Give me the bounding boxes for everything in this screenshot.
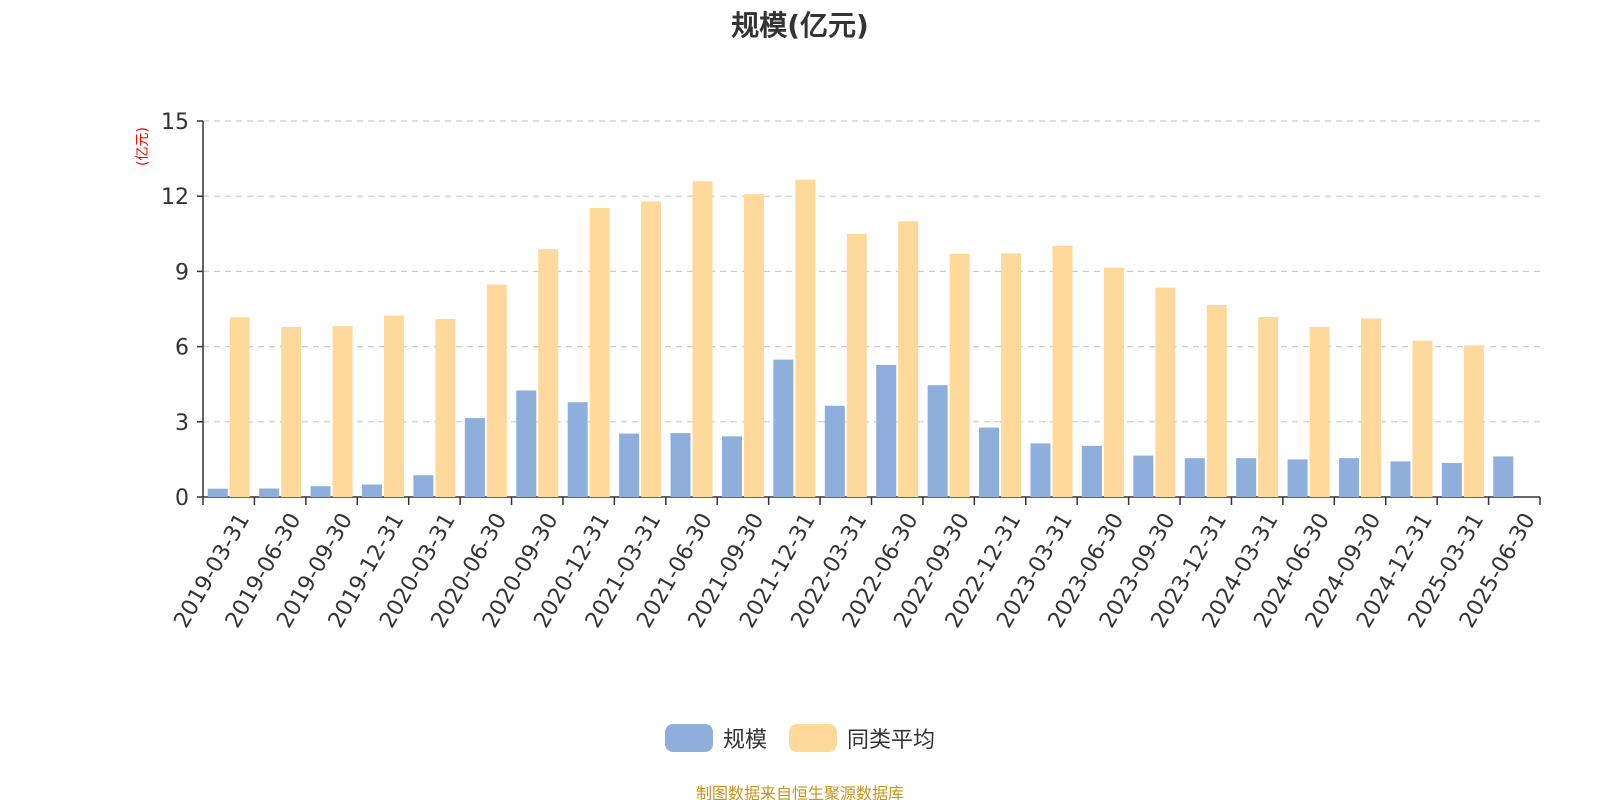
bar-peer-average [486,284,507,497]
bar-peer-average [1463,345,1484,497]
legend-label-peer-average: 同类平均 [847,728,936,753]
legend-label-scale: 规模 [722,728,767,753]
bar-scale [824,405,845,497]
bar-peer-average [383,315,404,497]
bar-peer-average [332,326,353,497]
y-tick-label: 12 [161,185,189,210]
bar-scale [413,475,434,497]
data-source-note: 制图数据来自恒生聚源数据库 [695,784,904,800]
bar-scale [619,433,640,497]
bar-peer-average [641,201,662,498]
bar-peer-average [795,179,816,497]
y-tick-label: 3 [175,411,189,436]
bar-scale [721,436,742,497]
bar-scale [876,364,897,497]
bar-scale [1441,462,1462,497]
bar-scale [567,402,588,497]
bar-peer-average [589,207,610,498]
bar-scale [1184,458,1205,497]
bar-scale [1287,459,1308,497]
bar-peer-average [1206,304,1227,497]
bar-scale [1493,456,1514,497]
legend-swatch-peer-average [789,724,837,752]
y-tick-label: 9 [175,260,189,285]
y-tick-label: 0 [175,486,189,511]
y-tick-label: 6 [175,336,189,361]
bar-peer-average [949,253,970,497]
bar-peer-average [538,249,559,497]
bar-peer-average [1155,287,1176,497]
legend: 规模 同类平均 [0,722,1600,754]
bar-peer-average [1052,245,1073,497]
bar-scale [259,488,280,497]
bar-scale [1339,458,1360,497]
y-tick-label: 15 [161,110,189,135]
chart-title: 规模(亿元) [731,9,869,42]
bar-scale [1030,443,1051,497]
bar-scale [979,427,1000,497]
bar-scale [1390,461,1411,497]
bar-peer-average [743,194,764,497]
legend-item-peer-average[interactable]: 同类平均 [789,722,935,754]
bar-peer-average [898,221,919,497]
bar-scale [773,359,794,497]
legend-item-scale[interactable]: 规模 [664,722,767,754]
bar-scale [927,385,948,497]
bar-peer-average [1103,267,1124,497]
bar-scale [1236,458,1257,497]
bar-scale [310,486,331,497]
bar-scale [516,390,537,497]
bar-scale [1133,455,1154,497]
bar-peer-average [435,319,456,497]
bar-peer-average [1309,327,1330,497]
bar-peer-average [1412,340,1433,497]
bar-scale [670,433,691,497]
bar-scale [207,488,228,497]
bar-peer-average [1361,318,1382,497]
bar-scale [361,484,382,497]
bar-peer-average [846,233,867,498]
bar-scale [464,418,485,497]
bar-peer-average [1258,317,1279,497]
bar-peer-average [692,181,713,497]
bar-peer-average [281,327,302,497]
bar-peer-average [1001,253,1022,497]
bar-chart: 036912152019-03-312019-06-302019-09-3020… [161,110,1541,632]
bar-peer-average [229,317,250,497]
legend-swatch-scale [664,724,713,752]
bar-scale [1081,445,1102,497]
